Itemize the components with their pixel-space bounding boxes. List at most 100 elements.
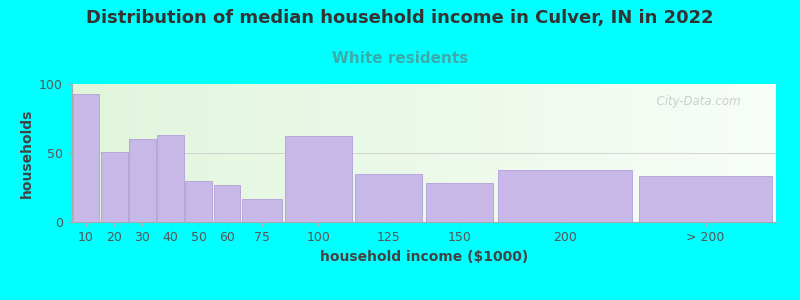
Bar — [702, 84, 706, 222]
Bar — [262, 84, 266, 222]
Bar — [125, 84, 128, 222]
Bar — [354, 84, 357, 222]
Bar — [726, 84, 730, 222]
Bar — [667, 84, 670, 222]
Bar — [533, 84, 537, 222]
Bar — [480, 84, 484, 222]
Bar — [758, 84, 762, 222]
Bar — [427, 84, 431, 222]
Bar — [216, 84, 220, 222]
Bar — [695, 84, 698, 222]
Bar — [304, 84, 308, 222]
Bar — [186, 181, 212, 222]
Bar — [185, 84, 188, 222]
Bar — [135, 84, 139, 222]
Bar — [434, 84, 438, 222]
Bar — [371, 84, 374, 222]
Text: City-Data.com: City-Data.com — [650, 95, 741, 108]
Bar — [494, 84, 498, 222]
Bar — [709, 84, 713, 222]
Bar — [769, 84, 773, 222]
Bar — [389, 84, 392, 222]
Bar — [638, 84, 642, 222]
Bar — [396, 84, 399, 222]
Bar — [93, 84, 97, 222]
Bar — [392, 84, 396, 222]
Bar — [526, 84, 530, 222]
Bar — [515, 84, 519, 222]
Bar — [509, 84, 512, 222]
Bar — [294, 84, 298, 222]
Bar — [678, 84, 681, 222]
Bar — [110, 84, 114, 222]
Bar — [378, 84, 382, 222]
Bar — [153, 84, 157, 222]
Bar — [406, 84, 410, 222]
Bar — [766, 84, 769, 222]
Bar — [285, 136, 352, 222]
Bar — [361, 84, 364, 222]
Bar — [586, 84, 590, 222]
Bar — [426, 183, 493, 222]
Bar — [198, 84, 202, 222]
Bar — [251, 84, 255, 222]
Bar — [730, 84, 734, 222]
Bar — [75, 84, 79, 222]
Bar — [452, 84, 456, 222]
Bar — [445, 84, 449, 222]
Bar — [195, 84, 198, 222]
Bar — [248, 84, 251, 222]
Bar — [550, 84, 554, 222]
Bar — [336, 84, 339, 222]
Bar — [122, 84, 125, 222]
Bar — [339, 84, 343, 222]
Bar — [350, 84, 354, 222]
Bar — [410, 84, 414, 222]
Bar — [600, 84, 603, 222]
Bar — [242, 199, 282, 222]
Bar — [227, 84, 230, 222]
Bar — [670, 84, 674, 222]
Bar — [241, 84, 245, 222]
Bar — [286, 84, 290, 222]
Y-axis label: households: households — [19, 108, 34, 198]
Bar — [530, 84, 533, 222]
Bar — [238, 84, 241, 222]
Bar — [597, 84, 600, 222]
Bar — [442, 84, 445, 222]
Bar — [346, 84, 350, 222]
Bar — [755, 84, 758, 222]
Bar — [364, 84, 368, 222]
Bar — [386, 84, 389, 222]
Bar — [82, 84, 86, 222]
Bar — [157, 84, 160, 222]
Bar — [498, 169, 632, 222]
Bar — [582, 84, 586, 222]
Bar — [685, 84, 688, 222]
Bar — [688, 84, 691, 222]
Bar — [720, 84, 723, 222]
Bar — [298, 84, 301, 222]
Bar — [544, 84, 547, 222]
Text: Distribution of median household income in Culver, IN in 2022: Distribution of median household income … — [86, 9, 714, 27]
Bar — [333, 84, 336, 222]
Bar — [491, 84, 494, 222]
Bar — [424, 84, 427, 222]
Bar — [269, 84, 273, 222]
Bar — [266, 84, 269, 222]
Bar — [399, 84, 403, 222]
Bar — [635, 84, 638, 222]
Bar — [744, 84, 748, 222]
Bar — [368, 84, 371, 222]
Bar — [343, 84, 346, 222]
Bar — [674, 84, 678, 222]
Bar — [484, 84, 487, 222]
Bar — [128, 84, 132, 222]
Bar — [181, 84, 185, 222]
Bar — [101, 152, 128, 222]
Bar — [114, 84, 118, 222]
Bar — [540, 84, 544, 222]
Bar — [245, 84, 248, 222]
Bar — [565, 84, 568, 222]
Bar — [438, 84, 442, 222]
